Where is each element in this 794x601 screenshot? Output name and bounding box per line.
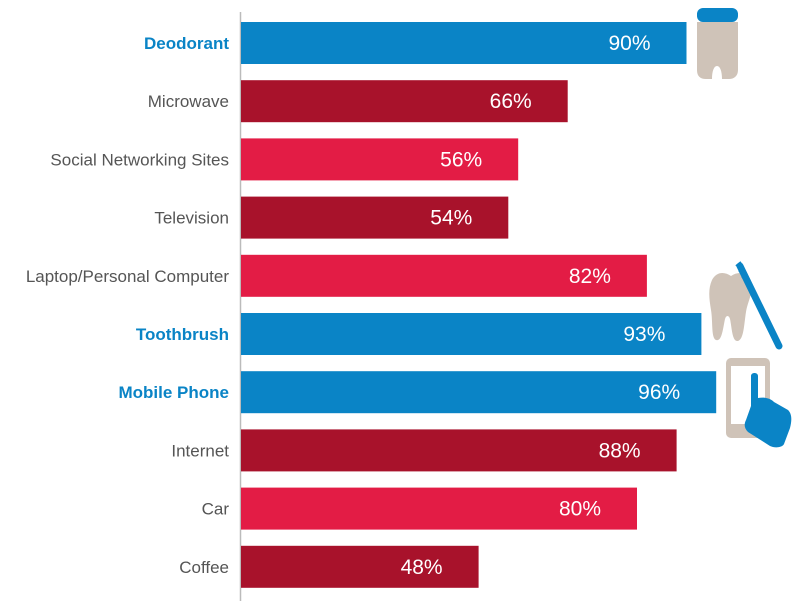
value-label-9: 48% — [401, 556, 443, 579]
category-label-7: Internet — [171, 441, 229, 460]
deodorant-icon — [697, 8, 738, 79]
category-label-4: Laptop/Personal Computer — [26, 267, 230, 286]
category-label-5: Toothbrush — [136, 325, 229, 344]
category-label-8: Car — [202, 500, 230, 519]
category-label-0: Deodorant — [144, 34, 229, 53]
value-label-8: 80% — [559, 498, 601, 521]
bar-4 — [241, 254, 647, 297]
value-label-3: 54% — [430, 207, 472, 230]
category-label-9: Coffee — [179, 558, 229, 577]
value-label-0: 90% — [608, 32, 650, 55]
bar-2 — [241, 138, 519, 181]
category-label-1: Microwave — [148, 92, 229, 111]
value-label-4: 82% — [569, 265, 611, 288]
toothbrush-icon — [709, 261, 783, 350]
category-label-2: Social Networking Sites — [50, 150, 229, 169]
category-label-3: Television — [154, 209, 229, 228]
bar-5 — [241, 313, 702, 355]
bar-0 — [241, 22, 687, 64]
value-label-6: 96% — [638, 381, 680, 404]
bar-8 — [241, 487, 637, 530]
bars-layer: Deodorant 90% Microwave 66% Social Networkin… — [26, 22, 717, 588]
bar-9 — [241, 545, 479, 588]
bar-6 — [241, 371, 717, 414]
bar-1 — [241, 80, 568, 123]
bar-7 — [241, 429, 677, 472]
value-label-5: 93% — [623, 323, 665, 346]
mobile-phone-icon — [726, 358, 792, 448]
category-label-6: Mobile Phone — [119, 383, 230, 402]
value-label-2: 56% — [440, 148, 482, 171]
value-label-1: 66% — [490, 90, 532, 113]
bar-3 — [241, 196, 509, 239]
value-label-7: 88% — [599, 439, 641, 462]
